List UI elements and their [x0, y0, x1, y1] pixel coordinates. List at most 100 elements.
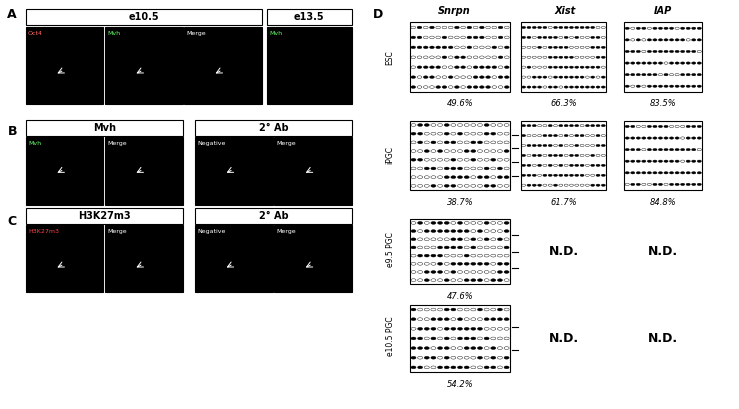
- Circle shape: [457, 238, 463, 240]
- Circle shape: [457, 271, 463, 273]
- Circle shape: [692, 125, 696, 128]
- Circle shape: [564, 86, 568, 88]
- Circle shape: [431, 230, 436, 232]
- Circle shape: [504, 124, 509, 126]
- Circle shape: [484, 246, 489, 249]
- Circle shape: [664, 74, 668, 76]
- Circle shape: [477, 150, 483, 153]
- Circle shape: [692, 172, 696, 174]
- Circle shape: [497, 366, 503, 369]
- Circle shape: [636, 39, 641, 41]
- Circle shape: [480, 86, 484, 88]
- Circle shape: [484, 356, 489, 359]
- Circle shape: [692, 160, 696, 162]
- Circle shape: [590, 76, 595, 78]
- Circle shape: [543, 154, 547, 157]
- Circle shape: [505, 46, 509, 49]
- Circle shape: [596, 135, 600, 137]
- Text: C: C: [7, 215, 16, 228]
- Circle shape: [444, 158, 449, 161]
- Circle shape: [580, 86, 584, 88]
- Circle shape: [570, 164, 573, 166]
- Text: H3K27m3: H3K27m3: [28, 229, 59, 234]
- Circle shape: [451, 167, 456, 170]
- Text: Merge: Merge: [276, 229, 296, 234]
- Circle shape: [590, 144, 595, 146]
- Circle shape: [580, 174, 584, 176]
- Circle shape: [464, 366, 469, 369]
- Circle shape: [431, 238, 436, 240]
- Circle shape: [429, 36, 435, 39]
- Circle shape: [664, 62, 668, 64]
- Circle shape: [532, 124, 537, 127]
- Circle shape: [497, 271, 503, 273]
- Circle shape: [449, 86, 453, 88]
- Circle shape: [431, 158, 436, 161]
- Circle shape: [686, 172, 690, 174]
- Circle shape: [664, 148, 668, 151]
- Circle shape: [559, 174, 563, 176]
- Circle shape: [461, 46, 466, 49]
- Circle shape: [522, 56, 525, 58]
- Circle shape: [424, 124, 429, 126]
- Circle shape: [477, 271, 483, 273]
- Circle shape: [527, 174, 531, 176]
- Circle shape: [486, 36, 491, 39]
- Circle shape: [580, 66, 584, 68]
- Circle shape: [424, 337, 429, 340]
- Circle shape: [641, 172, 646, 174]
- Circle shape: [436, 76, 440, 79]
- Circle shape: [625, 125, 630, 128]
- Circle shape: [477, 132, 483, 135]
- Circle shape: [464, 271, 469, 273]
- Circle shape: [585, 124, 590, 127]
- Circle shape: [484, 347, 489, 349]
- Circle shape: [527, 26, 531, 29]
- Circle shape: [653, 172, 657, 174]
- Circle shape: [418, 184, 423, 187]
- Circle shape: [658, 85, 663, 88]
- Circle shape: [537, 164, 542, 166]
- Circle shape: [590, 124, 595, 127]
- Circle shape: [431, 318, 436, 321]
- Circle shape: [451, 132, 456, 135]
- Circle shape: [477, 141, 483, 144]
- Circle shape: [504, 318, 509, 321]
- Circle shape: [464, 356, 469, 359]
- Circle shape: [686, 62, 690, 64]
- Circle shape: [484, 150, 489, 153]
- Circle shape: [532, 174, 537, 176]
- Circle shape: [590, 174, 595, 176]
- Circle shape: [636, 183, 641, 186]
- Circle shape: [411, 347, 416, 349]
- Circle shape: [451, 254, 456, 257]
- Circle shape: [451, 230, 456, 232]
- Circle shape: [444, 124, 449, 126]
- Circle shape: [697, 148, 701, 151]
- Circle shape: [473, 66, 478, 68]
- Circle shape: [580, 76, 584, 78]
- Circle shape: [411, 184, 416, 187]
- Circle shape: [575, 135, 579, 137]
- Circle shape: [480, 76, 484, 79]
- Circle shape: [418, 238, 423, 240]
- Circle shape: [647, 183, 652, 186]
- Circle shape: [431, 279, 436, 281]
- Circle shape: [602, 124, 605, 127]
- Circle shape: [537, 184, 542, 187]
- Circle shape: [537, 66, 542, 68]
- Circle shape: [411, 46, 415, 49]
- Text: N.D.: N.D.: [548, 245, 579, 258]
- Circle shape: [647, 85, 652, 88]
- Circle shape: [527, 184, 531, 187]
- Circle shape: [484, 328, 489, 330]
- Circle shape: [537, 46, 542, 48]
- Circle shape: [625, 148, 630, 151]
- Circle shape: [625, 39, 630, 41]
- Circle shape: [444, 271, 449, 273]
- Circle shape: [477, 347, 483, 349]
- Circle shape: [464, 347, 469, 349]
- Circle shape: [570, 135, 573, 137]
- Circle shape: [653, 27, 657, 29]
- Circle shape: [417, 76, 422, 79]
